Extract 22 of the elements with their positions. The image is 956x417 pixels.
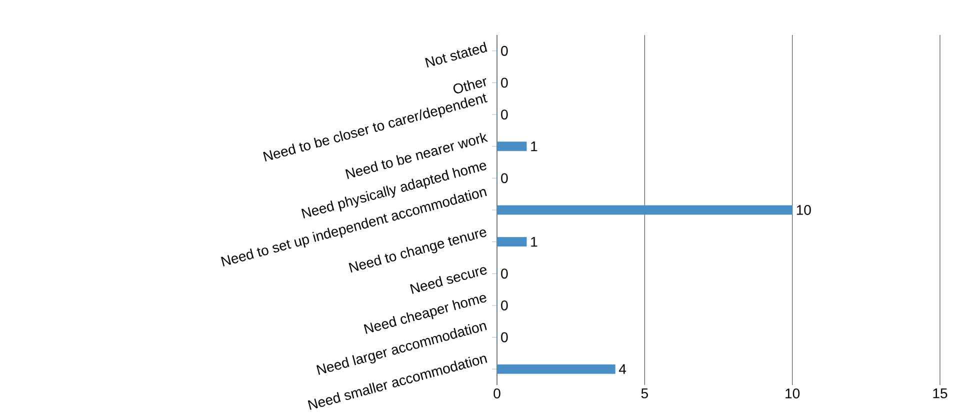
x-tick-label: 15	[933, 388, 948, 398]
y-tick-label: Need secure	[410, 267, 487, 294]
x-tick-label: 10	[786, 388, 800, 398]
x-tick-label: 0	[494, 388, 500, 398]
bar	[496, 142, 527, 152]
y-tick-label: Other	[453, 78, 486, 94]
data-label: 0	[501, 300, 508, 310]
data-label: 0	[501, 46, 508, 56]
bar	[496, 237, 527, 247]
bar	[496, 205, 793, 215]
data-label: 1	[531, 142, 538, 152]
data-label: 10	[796, 205, 811, 215]
bar	[496, 364, 616, 374]
data-label: 0	[501, 110, 508, 120]
data-label: 0	[501, 332, 508, 342]
y-tick-label: Not stated	[425, 42, 488, 68]
data-label: 4	[618, 364, 626, 374]
data-label: 0	[501, 78, 508, 88]
x-tick-label: 5	[641, 388, 648, 398]
data-label: 0	[501, 268, 508, 279]
data-label: 1	[531, 236, 538, 247]
data-label: 0	[501, 173, 508, 184]
